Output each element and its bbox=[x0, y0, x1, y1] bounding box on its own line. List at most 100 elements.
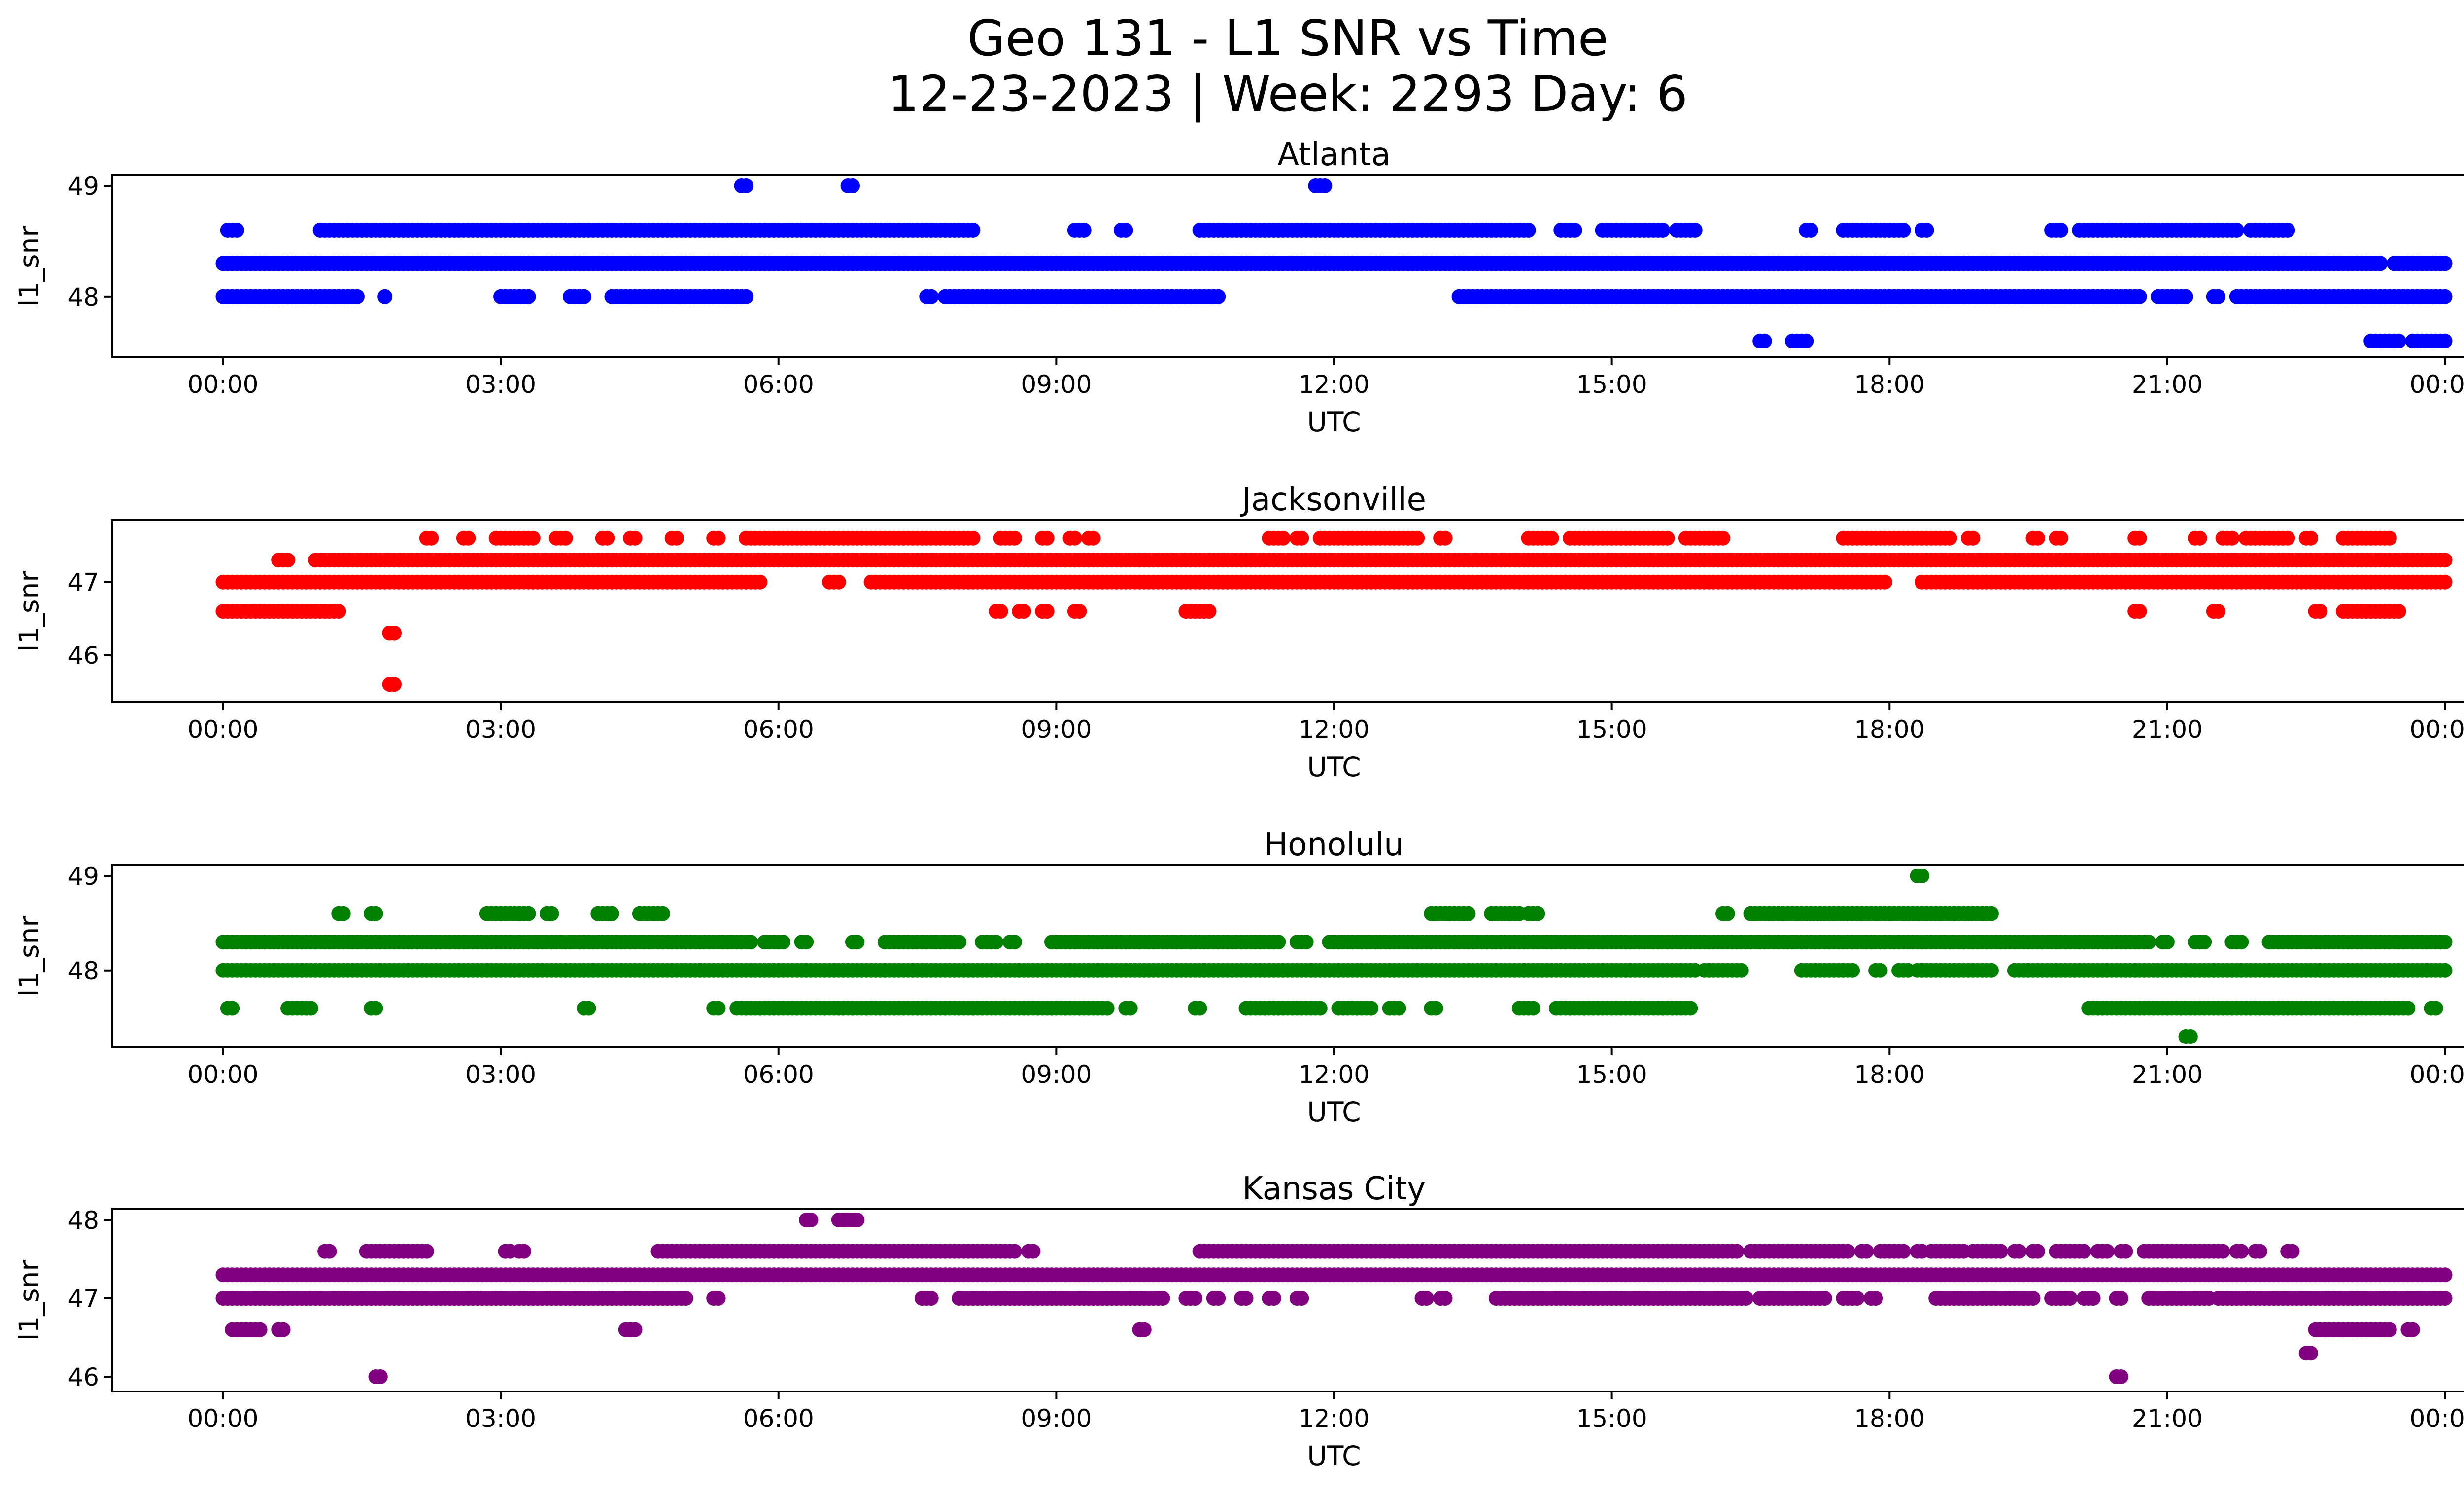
x-tick-label: 15:00 bbox=[1576, 1060, 1647, 1089]
data-point bbox=[2030, 530, 2045, 546]
data-point bbox=[1136, 1322, 1152, 1337]
x-axis-label: UTC bbox=[1307, 751, 1361, 783]
data-point bbox=[1817, 1291, 1832, 1306]
data-point bbox=[1428, 1001, 1443, 1016]
x-tick-label: 09:00 bbox=[1021, 1060, 1092, 1089]
data-point bbox=[2437, 289, 2453, 304]
data-point bbox=[2437, 1267, 2453, 1283]
data-point bbox=[1007, 1244, 1022, 1259]
data-point bbox=[711, 1001, 726, 1016]
data-point bbox=[2114, 1369, 2128, 1384]
data-point bbox=[600, 530, 615, 546]
subplot-title: Jacksonville bbox=[1240, 482, 1426, 518]
x-tick-label: 06:00 bbox=[743, 370, 814, 399]
y-axis-label: l1_snr bbox=[13, 226, 45, 307]
data-point bbox=[803, 1213, 819, 1227]
y-tick-label: 47 bbox=[68, 568, 99, 597]
data-point bbox=[461, 530, 476, 546]
data-points bbox=[215, 178, 2453, 348]
data-point bbox=[1317, 178, 1333, 193]
y-tick-label: 48 bbox=[68, 1206, 99, 1235]
data-point bbox=[225, 1001, 240, 1016]
data-point bbox=[989, 935, 1004, 950]
data-point bbox=[1845, 963, 1860, 978]
x-tick-label: 15:00 bbox=[1576, 715, 1647, 744]
data-point bbox=[2312, 604, 2327, 619]
data-point bbox=[1364, 1001, 1379, 1016]
data-point bbox=[521, 906, 536, 921]
x-tick-label: 00:00 bbox=[2409, 1060, 2464, 1089]
y-tick-label: 46 bbox=[68, 1363, 99, 1391]
data-point bbox=[711, 530, 726, 546]
data-point bbox=[1655, 222, 1670, 238]
data-point bbox=[581, 1001, 596, 1016]
data-point bbox=[1544, 530, 1559, 546]
data-point bbox=[2132, 604, 2147, 619]
x-tick-label: 12:00 bbox=[1299, 715, 1369, 744]
data-point bbox=[1123, 1001, 1138, 1016]
x-tick-label: 18:00 bbox=[1854, 715, 1925, 744]
axes-frame bbox=[111, 519, 2464, 703]
data-point bbox=[1086, 530, 1101, 546]
data-point bbox=[275, 1322, 291, 1337]
data-point bbox=[850, 1213, 865, 1227]
data-point bbox=[2382, 1322, 2397, 1337]
data-point bbox=[924, 289, 939, 304]
x-axis-label: UTC bbox=[1307, 1096, 1361, 1128]
data-point bbox=[1275, 530, 1291, 546]
x-tick-label: 09:00 bbox=[1021, 1404, 1092, 1433]
y-tick-label: 49 bbox=[68, 862, 99, 891]
data-point bbox=[387, 677, 402, 692]
data-point bbox=[2437, 553, 2453, 568]
data-point bbox=[924, 1291, 939, 1306]
data-point bbox=[2303, 530, 2319, 546]
data-point bbox=[1873, 963, 1888, 978]
data-point bbox=[1734, 963, 1749, 978]
x-tick-label: 21:00 bbox=[2132, 1404, 2203, 1433]
data-point bbox=[1039, 604, 1055, 619]
data-point bbox=[2280, 222, 2295, 238]
x-axis-label: UTC bbox=[1307, 406, 1361, 438]
data-point bbox=[753, 574, 768, 590]
data-point bbox=[952, 935, 967, 950]
subplot-title: Atlanta bbox=[1277, 137, 1391, 173]
data-point bbox=[1915, 869, 1929, 883]
data-point bbox=[377, 289, 393, 304]
data-point bbox=[1188, 1291, 1203, 1306]
x-tick-label: 00:00 bbox=[2409, 1404, 2464, 1433]
x-tick-label: 03:00 bbox=[465, 1060, 536, 1089]
data-point bbox=[2437, 574, 2453, 590]
x-tick-label: 06:00 bbox=[743, 715, 814, 744]
data-point bbox=[1016, 604, 1031, 619]
x-tick-label: 00:00 bbox=[187, 715, 258, 744]
y-axis-label: l1_snr bbox=[13, 1260, 45, 1341]
data-point bbox=[739, 289, 753, 304]
data-point bbox=[845, 178, 860, 193]
data-point bbox=[577, 289, 592, 304]
data-point bbox=[1803, 222, 1818, 238]
data-point bbox=[1419, 1291, 1434, 1306]
data-point bbox=[1437, 530, 1453, 546]
data-point bbox=[2211, 604, 2226, 619]
x-axis-label: UTC bbox=[1307, 1440, 1361, 1472]
data-point bbox=[1687, 222, 1703, 238]
data-point bbox=[965, 222, 981, 238]
data-point bbox=[965, 530, 981, 546]
data-point bbox=[1294, 1291, 1309, 1306]
x-tick-label: 21:00 bbox=[2132, 1060, 2203, 1089]
data-point bbox=[516, 1244, 532, 1259]
data-point bbox=[336, 906, 351, 921]
data-point bbox=[1877, 574, 1892, 590]
y-tick-label: 48 bbox=[68, 283, 99, 312]
x-tick-label: 00:00 bbox=[2409, 715, 2464, 744]
data-point bbox=[2141, 935, 2156, 950]
data-point bbox=[1993, 1244, 2008, 1259]
x-tick-label: 06:00 bbox=[743, 1404, 814, 1433]
data-point bbox=[2211, 289, 2226, 304]
data-point bbox=[2012, 1244, 2027, 1259]
data-point bbox=[2382, 530, 2397, 546]
data-point bbox=[1840, 1244, 1855, 1259]
data-point bbox=[2373, 256, 2388, 271]
